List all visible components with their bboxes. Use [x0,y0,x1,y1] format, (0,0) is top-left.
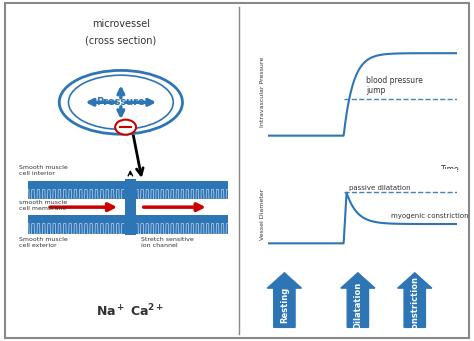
Bar [125,179,136,235]
Text: Smooth muscle
cell exterior: Smooth muscle cell exterior [19,237,68,248]
FancyArrow shape [341,273,375,327]
FancyArrow shape [267,273,301,327]
Text: Constriction: Constriction [410,276,419,334]
Bar [28,215,125,234]
Text: Dilatation: Dilatation [354,282,362,329]
Text: Smooth muscle
cell interior: Smooth muscle cell interior [19,165,68,176]
Text: myogenic constriction: myogenic constriction [391,213,469,219]
Text: Pressure: Pressure [97,97,145,107]
Bar [136,181,228,199]
Text: (cross section): (cross section) [85,36,156,46]
Text: blood pressure
jump: blood pressure jump [366,76,423,95]
Text: smooth muscle
cell membrane: smooth muscle cell membrane [19,200,67,211]
Text: Time: Time [441,165,459,174]
Text: microvessel: microvessel [92,19,150,29]
Y-axis label: Intravascular Pressure: Intravascular Pressure [260,57,265,127]
Text: $\mathbf{Na^+ \ Ca^{2+}}$: $\mathbf{Na^+ \ Ca^{2+}}$ [96,302,164,319]
Bar [28,181,125,199]
Bar [136,215,228,234]
Y-axis label: Vessel Diameter: Vessel Diameter [260,189,265,240]
Circle shape [115,120,136,135]
Text: passive dilatation: passive dilatation [349,185,411,191]
Text: Resting: Resting [280,287,289,323]
FancyArrow shape [398,273,432,327]
Text: Stretch sensitive
ion channel: Stretch sensitive ion channel [141,237,193,248]
